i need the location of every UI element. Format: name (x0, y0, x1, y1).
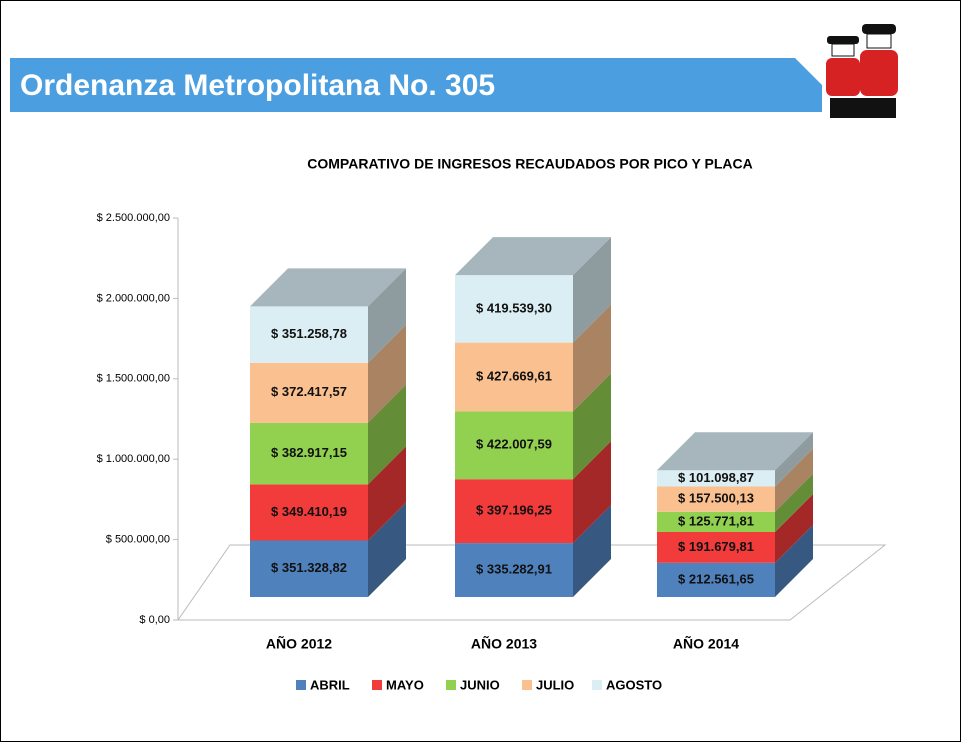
bar-segment (455, 411, 573, 480)
legend-label: ABRIL (310, 677, 350, 692)
value-label: $ 349.410,19 (271, 504, 347, 519)
x-tick-label: AÑO 2012 (266, 635, 332, 652)
value-label: $ 125.771,81 (678, 513, 754, 528)
bar-side (775, 524, 813, 597)
bar-side (775, 493, 813, 563)
bar-segment (455, 543, 573, 597)
value-label: $ 419.539,30 (476, 300, 552, 315)
legend-swatch (372, 680, 382, 690)
y-tick-label: $ 500.000,00 (106, 534, 170, 546)
bar-side (573, 373, 611, 480)
y-tick-label: $ 0,00 (139, 614, 170, 626)
y-tick-label: $ 1.000.000,00 (97, 453, 170, 465)
bar-side (573, 237, 611, 343)
bar-segment (657, 470, 775, 487)
value-label: $ 422.007,59 (476, 437, 552, 452)
bar-segment (455, 342, 573, 412)
bar-segment (657, 511, 775, 532)
bar-segment (250, 306, 368, 363)
value-label: $ 191.679,81 (678, 539, 754, 554)
bar-side (368, 384, 406, 485)
legend-label: AGOSTO (606, 677, 662, 692)
header-banner (10, 58, 822, 112)
bar-top (657, 432, 813, 471)
x-tick-label: AÑO 2013 (471, 635, 537, 652)
bar-side (775, 432, 813, 487)
value-label: $ 212.561,65 (678, 571, 754, 586)
y-tick-label: $ 2.500.000,00 (97, 212, 170, 224)
header-title: Ordenanza Metropolitana No. 305 (20, 69, 495, 102)
bar-segment (250, 422, 368, 485)
bar-side (368, 268, 406, 363)
bar-segment (250, 484, 368, 541)
bar-segment (455, 275, 573, 343)
bar-side (573, 441, 611, 544)
legend-label: JUNIO (460, 677, 500, 692)
value-label: $ 335.282,91 (476, 561, 552, 576)
value-label: $ 427.669,61 (476, 368, 552, 383)
legend-label: MAYO (386, 677, 424, 692)
legend-swatch (296, 680, 306, 690)
bar-segment (250, 362, 368, 423)
bar-side (368, 324, 406, 423)
value-label: $ 372.417,57 (271, 384, 347, 399)
bar-segment (455, 479, 573, 544)
bar-top (250, 268, 406, 307)
bar-segment (657, 486, 775, 512)
bar-segment (657, 531, 775, 563)
legend-swatch (592, 680, 602, 690)
bar-segment (657, 562, 775, 597)
legend-label: JULIO (536, 677, 574, 692)
bar-side (368, 446, 406, 541)
legend-swatch (446, 680, 456, 690)
value-label: $ 382.917,15 (271, 445, 347, 460)
value-label: $ 397.196,25 (476, 503, 552, 518)
value-label: $ 101.098,87 (678, 470, 754, 485)
x-tick-label: AÑO 2014 (673, 635, 739, 652)
bar-side (775, 448, 813, 512)
value-label: $ 351.328,82 (271, 560, 347, 575)
y-tick-label: $ 1.500.000,00 (97, 373, 170, 385)
value-label: $ 351.258,78 (271, 326, 347, 341)
y-tick-label: $ 2.000.000,00 (97, 292, 170, 304)
legend-swatch (522, 680, 532, 690)
header-icon (826, 24, 898, 118)
bar-side (368, 502, 406, 597)
bar-side (573, 304, 611, 412)
bar-side (573, 505, 611, 597)
chart-title: COMPARATIVO DE INGRESOS RECAUDADOS POR P… (307, 156, 752, 172)
value-label: $ 157.500,13 (678, 491, 754, 506)
bar-segment (250, 540, 368, 597)
bar-top (455, 237, 611, 276)
bar-side (775, 473, 813, 532)
